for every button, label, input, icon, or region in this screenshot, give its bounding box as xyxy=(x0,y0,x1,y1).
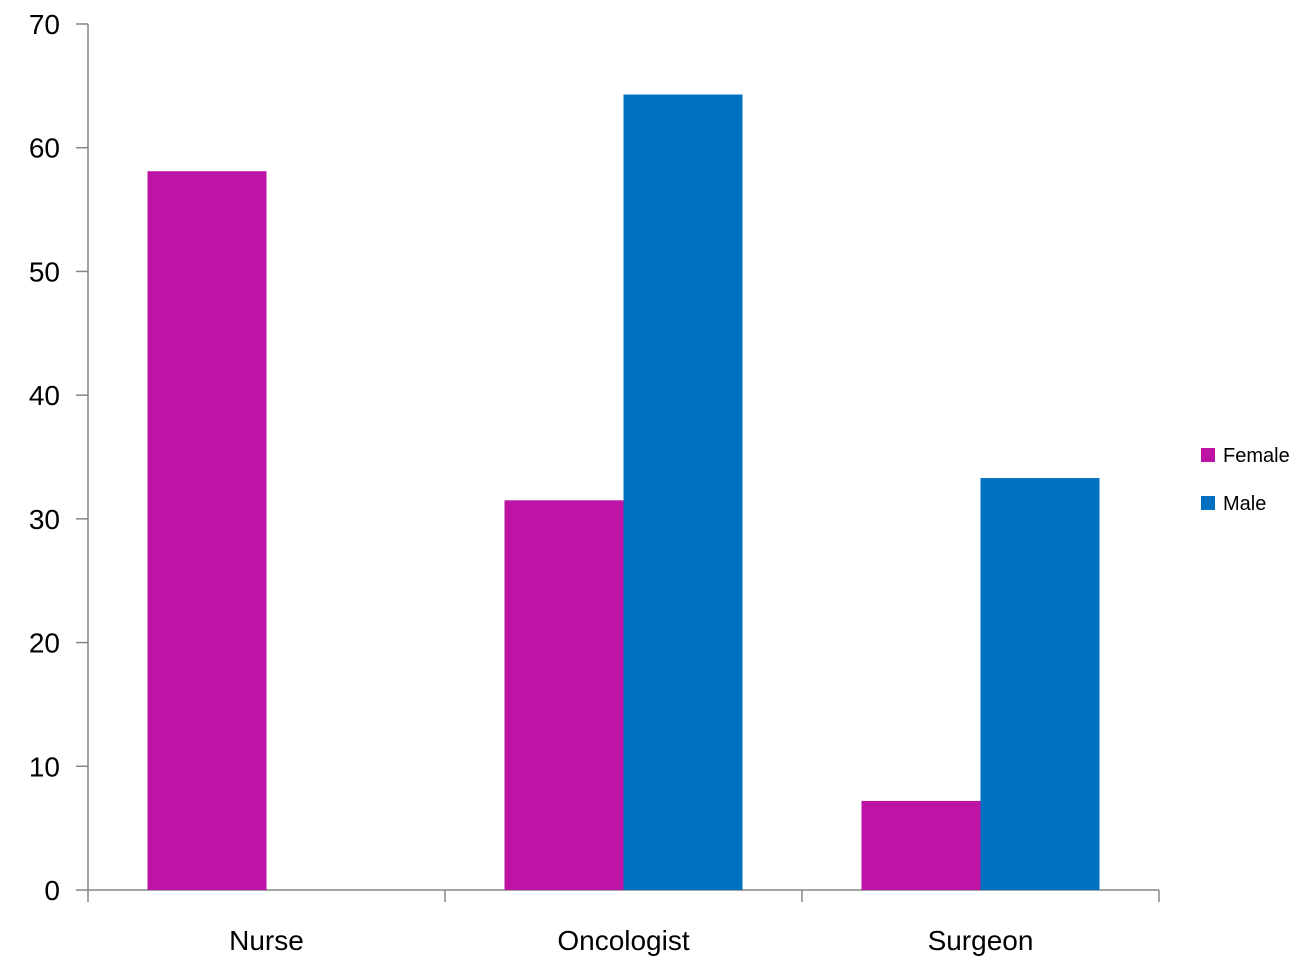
y-tick-label: 50 xyxy=(29,256,60,287)
x-tick-label: Oncologist xyxy=(557,925,690,956)
bar-male-surgeon xyxy=(980,478,1100,890)
x-tick-label: Nurse xyxy=(229,925,304,956)
bar-female-oncologist xyxy=(504,500,624,890)
legend-swatch xyxy=(1201,496,1215,510)
x-tick-label: Surgeon xyxy=(928,925,1034,956)
y-tick-label: 0 xyxy=(44,875,60,906)
y-tick-label: 30 xyxy=(29,504,60,535)
y-tick-label: 60 xyxy=(29,133,60,164)
y-axis: 0 10 20 30 40 50 60 70 xyxy=(29,9,89,906)
bar-female-nurse xyxy=(147,171,267,891)
y-tick-label: 40 xyxy=(29,380,60,411)
y-tick-label: 20 xyxy=(29,628,60,659)
x-axis: Nurse Oncologist Surgeon xyxy=(87,889,1160,956)
bar-female-surgeon xyxy=(861,800,981,890)
legend-label: Male xyxy=(1223,493,1266,515)
y-tick-label: 10 xyxy=(29,751,60,782)
legend-label: Female xyxy=(1223,445,1290,467)
legend: Female Male xyxy=(1201,445,1290,515)
legend-swatch xyxy=(1201,448,1215,462)
bar-male-oncologist xyxy=(623,94,743,890)
y-tick-label: 70 xyxy=(29,9,60,40)
bars xyxy=(147,94,1100,891)
